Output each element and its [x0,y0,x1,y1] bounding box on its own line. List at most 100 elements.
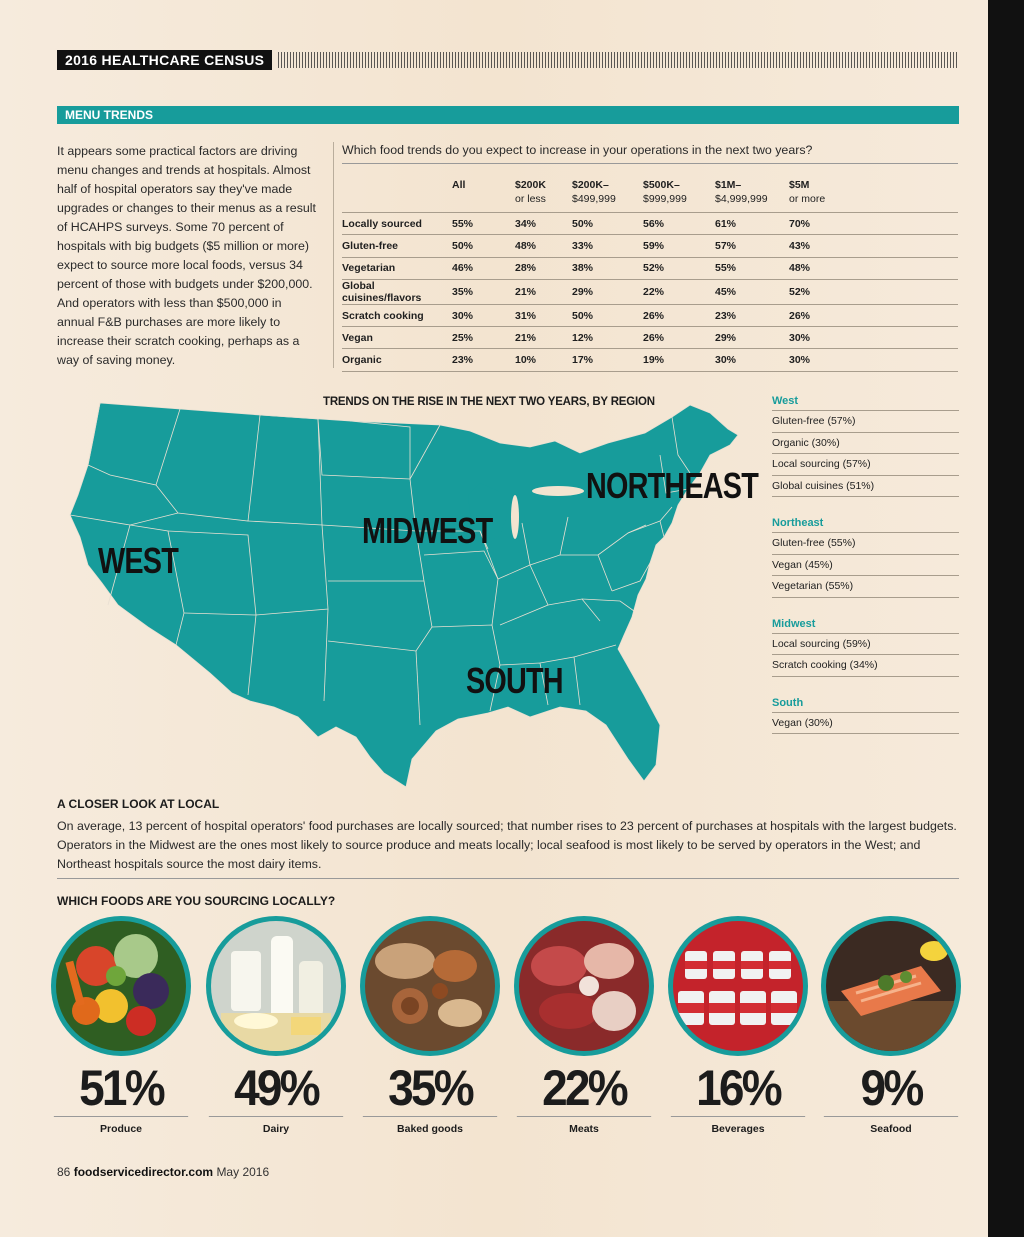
produce-photo [51,916,191,1056]
trend-value: 59% [643,234,715,258]
baked-goods-percent: 35% [362,1062,498,1117]
food-item-seafood: 9% Seafood [818,916,964,1135]
region-block: Northeast Gluten-free (55%) Vegan (45%) Veg… [772,515,959,598]
census-title: 2016 HEALTHCARE CENSUS [57,50,273,70]
trend-label: Locally sourced [342,211,452,235]
produce-label: Produce [99,1123,142,1135]
intro-text: It appears some practical factors are dr… [57,144,316,367]
us-map-shape [69,402,739,788]
trend-value: 26% [789,303,958,327]
trend-value: 52% [789,278,958,305]
dairy-percent: 49% [208,1062,344,1117]
food-item-produce: 51% Produce [48,916,194,1135]
region-item: Vegetarian (55%) [772,576,959,598]
trend-value: 23% [452,348,515,372]
seafood-photo [821,916,961,1056]
baked-goods-photo [360,916,500,1056]
trends-header-row: All $200K or less $200K– $499,999 $500K– $9… [342,178,958,213]
trend-value: 26% [643,326,715,349]
us-map [69,402,739,788]
region-item: Organic (30%) [772,433,959,454]
trend-value: 30% [789,326,958,349]
col-header: $200K– $499,999 [572,179,616,205]
region-block: South Vegan (30%) [772,695,959,734]
region-item: Local sourcing (59%) [772,634,959,655]
trends-table: All $200K or less $200K– $499,999 $500K– $9… [342,178,958,372]
trends-row: Scratch cooking 30% 31% 50% 26% 23% 26% [342,303,958,327]
trend-value: 48% [515,234,572,258]
beverages-percent: 16% [670,1062,806,1117]
trend-label: Vegan [342,326,452,349]
meats-photo [514,916,654,1056]
map-label-south: SOUTH [466,660,564,701]
col-header: $5M or more [789,179,826,205]
trend-value: 38% [572,256,643,280]
foods-heading: WHICH FOODS ARE YOU SOURCING LOCALLY? [57,894,336,908]
region-item: Gluten-free (55%) [772,533,959,555]
produce-percent: 51% [53,1062,189,1117]
trend-value: 22% [643,278,715,305]
trend-value: 45% [715,278,789,305]
trend-value: 48% [789,256,958,280]
section-title: MENU TRENDS [65,108,154,122]
barcode-stripes [278,52,959,68]
trends-row: Vegetarian 46% 28% 38% 52% 55% 48% [342,256,958,280]
food-item-dairy: 49% Dairy [203,916,349,1135]
page-footer: 86 foodservicedirector.com May 2016 [57,1165,269,1179]
page-number: 86 [57,1165,71,1179]
site-name: foodservicedirector.com [73,1165,214,1179]
trend-value: 29% [715,326,789,349]
trend-value: 10% [515,348,572,372]
region-item: Vegan (45%) [772,555,959,576]
trend-label: Vegetarian [342,256,452,280]
meats-label: Meats [569,1123,599,1135]
lake-michigan [511,495,519,539]
trends-row: Organic 23% 10% 17% 19% 30% 30% [342,348,958,372]
baked-goods-label: Baked goods [397,1123,463,1135]
seafood-label: Seafood [870,1123,912,1135]
beverages-photo [668,916,808,1056]
dairy-label: Dairy [262,1123,290,1135]
region-item: Local sourcing (57%) [772,454,959,476]
trend-label: Scratch cooking [342,303,452,327]
seafood-percent: 9% [823,1062,959,1117]
trends-row: Locally sourced 55% 34% 50% 56% 61% 70% [342,211,958,235]
trend-value: 33% [572,234,643,258]
region-block: Midwest Local sourcing (59%) Scratch cooki… [772,616,959,677]
region-item: Gluten-free (57%) [772,411,959,433]
food-item-meats: 22% Meats [511,916,657,1135]
trend-value: 23% [715,303,789,327]
region-name: South [772,695,959,713]
dairy-photo [206,916,346,1056]
issue-date: May 2016 [216,1165,270,1179]
region-trend-list: West Gluten-free (57%) Organic (30%) Local … [772,393,959,752]
trend-value: 61% [715,211,789,235]
region-item: Vegan (30%) [772,713,959,734]
trend-value: 30% [715,348,789,372]
map-title: TRENDS ON THE RISE IN THE NEXT TWO YEARS… [323,396,655,408]
trends-row: Global cuisines/flavors 35% 21% 29% 22% 45% 52… [342,278,958,305]
trends-row: Gluten-free 50% 48% 33% 59% 57% 43% [342,234,958,258]
map-label-west: WEST [98,540,179,581]
trend-value: 34% [515,211,572,235]
trend-value: 50% [452,234,515,258]
food-item-beverages: 16% Beverages [665,916,811,1135]
region-name: Northeast [772,515,959,533]
trends-corner [342,178,452,213]
section-bar: MENU TRENDS [57,106,959,124]
map-label-northeast: NORTHEAST [586,465,759,506]
trend-value: 28% [515,256,572,280]
trend-value: 50% [572,211,643,235]
trend-label: Global cuisines/flavors [342,278,452,305]
trend-value: 30% [452,303,515,327]
great-lakes-region [468,483,508,545]
meats-percent: 22% [516,1062,652,1117]
trend-value: 43% [789,234,958,258]
trend-value: 70% [789,211,958,235]
trend-value: 30% [789,348,958,372]
region-item: Global cuisines (51%) [772,476,959,497]
col-header: $200K or less [515,179,546,205]
region-name: Midwest [772,616,959,634]
col-header: $1M– $4,999,999 [715,179,768,205]
trend-value: 25% [452,326,515,349]
